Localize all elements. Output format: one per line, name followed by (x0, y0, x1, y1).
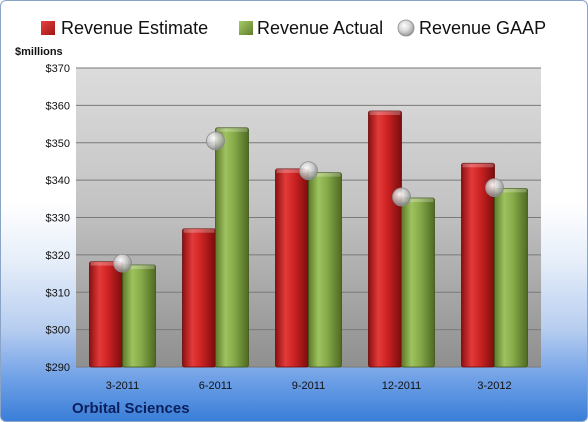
bar-highlight (495, 188, 527, 193)
legend-label-estimate: Revenue Estimate (61, 18, 208, 38)
x-tick-label: 6-2011 (199, 380, 232, 392)
y-tick-label: $360 (46, 100, 70, 112)
bar-highlight (183, 228, 215, 233)
legend-item-estimate: Revenue Estimate (41, 18, 208, 38)
unit-label: $millions (15, 46, 63, 58)
bar-highlight (309, 172, 341, 177)
x-tick-label: 3-2011 (106, 380, 139, 392)
bar-revenue-estimate (275, 168, 309, 368)
bar-revenue-actual (215, 127, 249, 368)
legend-item-actual: Revenue Actual (239, 18, 383, 38)
y-tick-label: $310 (46, 287, 70, 299)
bars (89, 110, 528, 368)
bar-revenue-estimate (182, 228, 216, 368)
y-tick-label: $370 (46, 63, 70, 75)
marker-revenue-gaap (299, 161, 318, 181)
bar-highlight (462, 163, 494, 168)
marker-revenue-gaap (392, 187, 411, 207)
bar-highlight (402, 198, 434, 203)
legend-label-gaap: Revenue GAAP (419, 18, 546, 38)
legend-swatch-actual (239, 21, 253, 35)
bar-revenue-actual (308, 172, 342, 368)
y-tick-label: $350 (46, 138, 70, 150)
legend-item-gaap: Revenue GAAP (397, 18, 546, 38)
x-axis-ticks: 3-2011 6-2011 9-2011 12-2011 3-2012 (106, 380, 512, 392)
marker-revenue-gaap (113, 253, 132, 273)
marker-revenue-gaap (485, 178, 504, 198)
bar-highlight (276, 168, 308, 173)
y-tick-label: $290 (46, 362, 70, 374)
bar-highlight (216, 127, 248, 132)
y-tick-label: $300 (46, 325, 70, 337)
legend-swatch-gaap (397, 19, 415, 37)
bar-highlight (123, 264, 155, 269)
bar-revenue-estimate (368, 110, 402, 368)
legend: Revenue Estimate Revenue Actual Revenue … (41, 18, 546, 38)
gaap-markers (113, 131, 504, 273)
y-axis-ticks: $290 $300 $310 $320 $330 $340 $350 $360 $370 (46, 63, 70, 374)
x-tick-label: 12-2011 (382, 380, 422, 392)
bar-highlight (369, 110, 401, 115)
y-tick-label: $330 (46, 213, 70, 225)
bar-highlight (90, 261, 122, 266)
x-tick-label: 9-2011 (292, 380, 325, 392)
bar-revenue-estimate (89, 261, 123, 368)
legend-swatch-estimate (41, 21, 55, 35)
bar-revenue-actual (122, 264, 156, 368)
company-label: Orbital Sciences (72, 400, 190, 417)
bar-revenue-actual (494, 187, 528, 368)
marker-revenue-gaap (206, 131, 225, 151)
y-tick-label: $340 (46, 175, 70, 187)
legend-label-actual: Revenue Actual (257, 18, 383, 38)
x-tick-label: 3-2012 (477, 380, 511, 392)
bar-revenue-actual (401, 197, 435, 368)
y-tick-label: $320 (46, 250, 70, 262)
